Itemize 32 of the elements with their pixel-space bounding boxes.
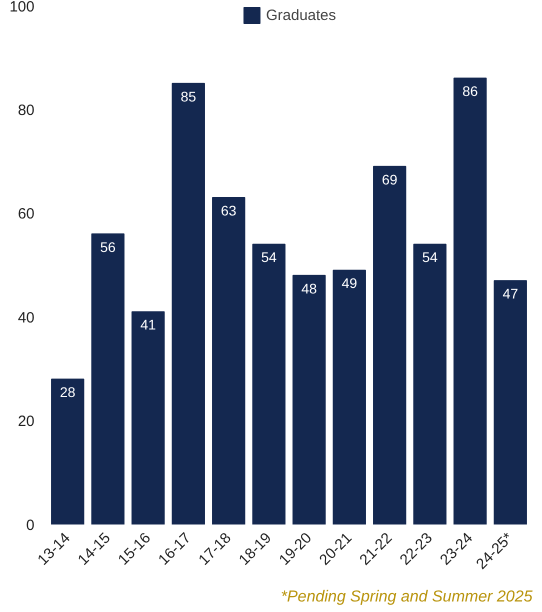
y-tick-label: 60 (18, 206, 35, 223)
data-label: 47 (502, 286, 518, 302)
bar (252, 244, 286, 524)
y-tick-label: 80 (18, 102, 35, 119)
data-label: 49 (342, 275, 358, 292)
y-tick-label: 100 (9, 0, 35, 16)
y-tick-label: 20 (18, 413, 35, 430)
text: *Pending Spring and Summer 2025 (280, 588, 533, 606)
data-label: 54 (261, 249, 277, 266)
data-label: 85 (180, 88, 196, 104)
data-label: 69 (382, 171, 398, 188)
data-label: 28 (60, 384, 76, 400)
bar (332, 270, 366, 524)
legend-label: Graduates (266, 6, 336, 24)
bar (91, 233, 124, 524)
bar (413, 244, 446, 524)
data-label: 54 (422, 249, 438, 266)
data-label: 41 (140, 316, 156, 333)
bar (212, 197, 246, 524)
bar (373, 166, 406, 524)
bar (172, 82, 205, 524)
y-tick-label: 40 (18, 309, 35, 326)
bar (132, 311, 165, 524)
data-label: 63 (220, 202, 237, 219)
data-label: 48 (301, 280, 318, 296)
bar (292, 274, 326, 524)
bar (51, 378, 84, 524)
bar (494, 280, 527, 524)
data-label: 86 (462, 83, 478, 100)
bar (454, 78, 487, 524)
y-tick-label: 0 (26, 517, 34, 534)
data-label: 56 (100, 238, 116, 255)
